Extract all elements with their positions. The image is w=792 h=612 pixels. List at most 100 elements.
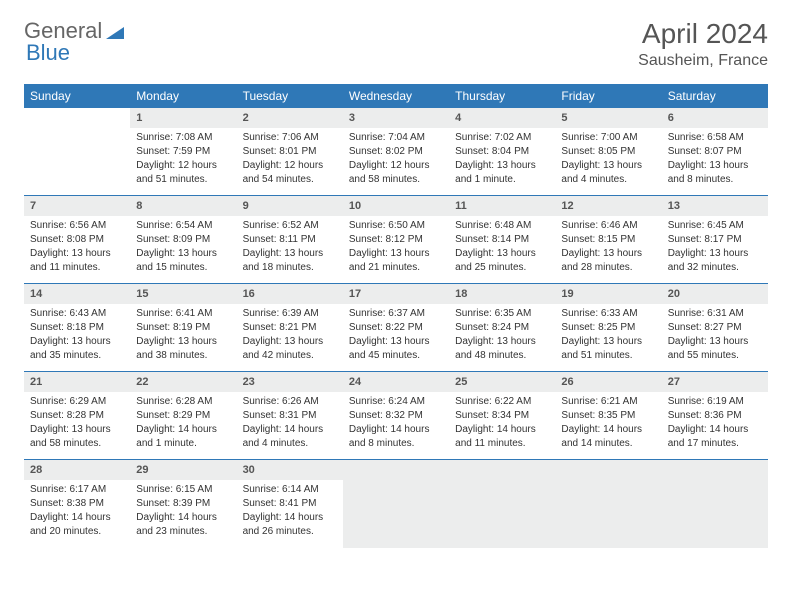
day-cell: 12Sunrise: 6:46 AMSunset: 8:15 PMDayligh… [555,196,661,284]
day-sunrise: Sunrise: 7:00 AM [561,131,655,144]
day-day1: Daylight: 13 hours [455,159,549,172]
day-details: Sunrise: 6:58 AMSunset: 8:07 PMDaylight:… [662,128,768,193]
day-details: Sunrise: 6:17 AMSunset: 8:38 PMDaylight:… [24,480,130,545]
day-day1: Daylight: 13 hours [30,423,124,436]
day-cell: 8Sunrise: 6:54 AMSunset: 8:09 PMDaylight… [130,196,236,284]
empty-cell [24,108,130,196]
day-day1: Daylight: 14 hours [243,423,337,436]
day-sunset: Sunset: 8:02 PM [349,145,443,158]
day-details: Sunrise: 7:00 AMSunset: 8:05 PMDaylight:… [555,128,661,193]
date-number: 23 [237,372,343,392]
day-sunset: Sunset: 8:07 PM [668,145,762,158]
day-details: Sunrise: 6:19 AMSunset: 8:36 PMDaylight:… [662,392,768,457]
date-number: 10 [343,196,449,216]
day-details: Sunrise: 6:28 AMSunset: 8:29 PMDaylight:… [130,392,236,457]
day-sunrise: Sunrise: 6:46 AM [561,219,655,232]
day-cell: 28Sunrise: 6:17 AMSunset: 8:38 PMDayligh… [24,460,130,548]
day-sunrise: Sunrise: 6:37 AM [349,307,443,320]
day-sunrise: Sunrise: 6:45 AM [668,219,762,232]
day-details: Sunrise: 6:56 AMSunset: 8:08 PMDaylight:… [24,216,130,281]
date-number: 15 [130,284,236,304]
day-sunrise: Sunrise: 6:35 AM [455,307,549,320]
day-cell: 4Sunrise: 7:02 AMSunset: 8:04 PMDaylight… [449,108,555,196]
day-cell: 17Sunrise: 6:37 AMSunset: 8:22 PMDayligh… [343,284,449,372]
day-details: Sunrise: 6:45 AMSunset: 8:17 PMDaylight:… [662,216,768,281]
day-sunrise: Sunrise: 6:41 AM [136,307,230,320]
day-details: Sunrise: 6:24 AMSunset: 8:32 PMDaylight:… [343,392,449,457]
day-sunrise: Sunrise: 6:56 AM [30,219,124,232]
day-day1: Daylight: 13 hours [243,247,337,260]
day-details: Sunrise: 6:37 AMSunset: 8:22 PMDaylight:… [343,304,449,369]
day-day1: Daylight: 14 hours [561,423,655,436]
empty-cell [343,460,449,548]
day-sunset: Sunset: 8:32 PM [349,409,443,422]
day-cell: 24Sunrise: 6:24 AMSunset: 8:32 PMDayligh… [343,372,449,460]
day-sunset: Sunset: 8:12 PM [349,233,443,246]
day-details: Sunrise: 6:43 AMSunset: 8:18 PMDaylight:… [24,304,130,369]
day-sunset: Sunset: 8:11 PM [243,233,337,246]
weekday-header: Friday [555,84,661,108]
date-number: 11 [449,196,555,216]
day-day1: Daylight: 13 hours [455,247,549,260]
day-cell: 16Sunrise: 6:39 AMSunset: 8:21 PMDayligh… [237,284,343,372]
day-cell: 1Sunrise: 7:08 AMSunset: 7:59 PMDaylight… [130,108,236,196]
day-day2: and 18 minutes. [243,261,337,274]
day-sunset: Sunset: 8:34 PM [455,409,549,422]
date-number: 2 [237,108,343,128]
day-sunset: Sunset: 7:59 PM [136,145,230,158]
day-details: Sunrise: 6:26 AMSunset: 8:31 PMDaylight:… [237,392,343,457]
day-sunset: Sunset: 8:31 PM [243,409,337,422]
month-title: April 2024 [638,18,768,50]
day-cell: 5Sunrise: 7:00 AMSunset: 8:05 PMDaylight… [555,108,661,196]
day-sunset: Sunset: 8:41 PM [243,497,337,510]
day-day1: Daylight: 13 hours [30,247,124,260]
day-details: Sunrise: 6:29 AMSunset: 8:28 PMDaylight:… [24,392,130,457]
day-day2: and 17 minutes. [668,437,762,450]
day-day1: Daylight: 13 hours [668,159,762,172]
date-number: 17 [343,284,449,304]
day-details: Sunrise: 6:46 AMSunset: 8:15 PMDaylight:… [555,216,661,281]
day-day2: and 26 minutes. [243,525,337,538]
day-details: Sunrise: 6:52 AMSunset: 8:11 PMDaylight:… [237,216,343,281]
day-sunrise: Sunrise: 7:02 AM [455,131,549,144]
day-cell: 7Sunrise: 6:56 AMSunset: 8:08 PMDaylight… [24,196,130,284]
day-sunset: Sunset: 8:17 PM [668,233,762,246]
weekday-header: Tuesday [237,84,343,108]
day-sunrise: Sunrise: 6:26 AM [243,395,337,408]
day-sunrise: Sunrise: 6:31 AM [668,307,762,320]
date-number: 4 [449,108,555,128]
day-sunrise: Sunrise: 7:04 AM [349,131,443,144]
calendar-header-row: SundayMondayTuesdayWednesdayThursdayFrid… [24,84,768,108]
day-sunset: Sunset: 8:24 PM [455,321,549,334]
date-number: 9 [237,196,343,216]
day-sunrise: Sunrise: 6:15 AM [136,483,230,496]
day-day2: and 1 minute. [136,437,230,450]
day-sunset: Sunset: 8:19 PM [136,321,230,334]
day-sunrise: Sunrise: 6:19 AM [668,395,762,408]
day-details: Sunrise: 6:39 AMSunset: 8:21 PMDaylight:… [237,304,343,369]
day-cell: 6Sunrise: 6:58 AMSunset: 8:07 PMDaylight… [662,108,768,196]
day-sunrise: Sunrise: 6:17 AM [30,483,124,496]
day-sunrise: Sunrise: 6:58 AM [668,131,762,144]
day-cell: 19Sunrise: 6:33 AMSunset: 8:25 PMDayligh… [555,284,661,372]
day-sunrise: Sunrise: 6:28 AM [136,395,230,408]
day-sunrise: Sunrise: 6:54 AM [136,219,230,232]
day-day2: and 8 minutes. [668,173,762,186]
date-number: 3 [343,108,449,128]
day-sunrise: Sunrise: 6:43 AM [30,307,124,320]
date-number: 12 [555,196,661,216]
day-details: Sunrise: 6:15 AMSunset: 8:39 PMDaylight:… [130,480,236,545]
day-day2: and 23 minutes. [136,525,230,538]
day-day1: Daylight: 13 hours [30,335,124,348]
day-details: Sunrise: 6:31 AMSunset: 8:27 PMDaylight:… [662,304,768,369]
page-header: General April 2024 Sausheim, France [24,18,768,70]
day-day2: and 48 minutes. [455,349,549,362]
logo-text-2: Blue [26,40,70,66]
day-details: Sunrise: 7:04 AMSunset: 8:02 PMDaylight:… [343,128,449,193]
logo-triangle-icon [106,23,124,39]
day-cell: 20Sunrise: 6:31 AMSunset: 8:27 PMDayligh… [662,284,768,372]
day-day2: and 54 minutes. [243,173,337,186]
day-day1: Daylight: 13 hours [561,159,655,172]
day-day2: and 8 minutes. [349,437,443,450]
day-sunset: Sunset: 8:28 PM [30,409,124,422]
